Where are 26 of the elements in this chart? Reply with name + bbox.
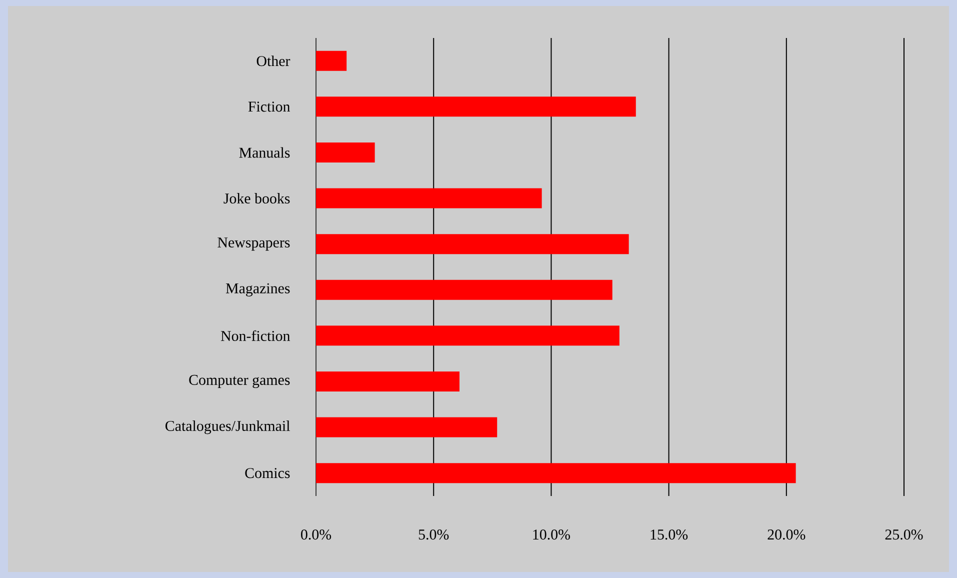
y-tick-label: Joke books	[224, 193, 290, 204]
bar	[316, 50, 347, 71]
x-tick-label: 5.0%	[418, 530, 449, 540]
x-tick-label: 10.0%	[533, 530, 570, 540]
y-tick-label: Catalogues/Junkmail	[166, 420, 290, 434]
y-tick-label: Fiction	[248, 102, 290, 112]
y-tick-label: Non-fiction	[220, 330, 290, 342]
y-tick-label: Other	[256, 56, 290, 66]
bar	[316, 234, 629, 254]
bar	[316, 326, 620, 346]
y-tick-label: Manuals	[239, 147, 290, 158]
bar	[316, 371, 460, 392]
bar	[316, 280, 612, 300]
x-tick-label: 20.0%	[768, 530, 806, 540]
bar	[316, 96, 636, 117]
x-tick-label: 25.0%	[885, 530, 923, 540]
y-tick-label: Magazines	[226, 283, 290, 296]
bar	[316, 188, 542, 208]
bar	[316, 463, 796, 484]
bar	[316, 142, 375, 162]
y-tick-label: Newspapers	[218, 238, 290, 251]
x-tick-label: 15.0%	[650, 530, 688, 540]
bar	[316, 417, 498, 438]
x-tick-label: 0.0%	[301, 530, 332, 540]
y-tick-label: Comics	[245, 468, 290, 478]
y-tick-label: Computer games	[189, 374, 290, 388]
